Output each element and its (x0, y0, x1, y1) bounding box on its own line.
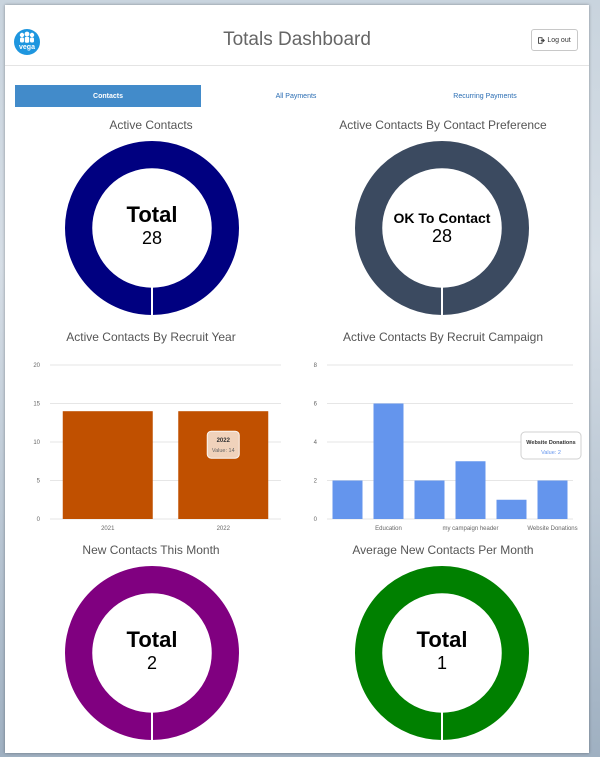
active-contacts-donut (65, 141, 239, 315)
y-tick-label: 20 (33, 363, 40, 369)
logo-text: vega (19, 44, 35, 51)
avg-per-month-label: Total (416, 627, 468, 652)
y-tick-label: 0 (37, 517, 41, 523)
active-contacts-title: Active Contacts (109, 118, 193, 132)
header: vega Totals Dashboard Log out (5, 5, 589, 66)
contact-preference-center: OK To Contact 28 (382, 210, 502, 247)
tooltip-value: Value: 2 (541, 450, 561, 456)
active-contacts-center: Total 28 (92, 202, 212, 249)
people-icon (19, 31, 35, 43)
y-tick-label: 10 (33, 440, 40, 446)
y-tick-label: 2 (314, 479, 318, 485)
recruit-year-chart: 0 5 10 15 20 2021 2022 2022 Value: 14 (33, 363, 281, 532)
new-this-month-title: New Contacts This Month (82, 543, 220, 557)
new-this-month-value: 2 (146, 653, 157, 673)
recruit-campaign-chart: 0 2 4 6 8 Education my campaign header Website … (314, 363, 582, 532)
x-tick-label: Education (375, 526, 402, 532)
avg-per-month-title: Average New Contacts Per Month (352, 543, 534, 557)
y-tick-label: 6 (314, 402, 318, 408)
tooltip-title: 2022 (217, 438, 231, 444)
tooltip-box (520, 431, 582, 460)
new-this-month-label: Total (126, 627, 178, 652)
page-title: Totals Dashboard (223, 29, 371, 50)
x-tick-label: Website Donations (527, 526, 577, 532)
y-tick-label: 15 (33, 402, 40, 408)
avg-per-month-donut (355, 566, 529, 740)
contact-preference-value: 28 (431, 226, 453, 246)
recruit-year-title: Active Contacts By Recruit Year (66, 330, 236, 344)
active-contacts-value: 28 (141, 228, 163, 248)
y-tick-label: 5 (37, 479, 41, 485)
tab-contacts[interactable]: Contacts (15, 85, 201, 107)
logout-icon (538, 36, 546, 44)
active-contacts-label: Total (126, 202, 178, 227)
bar (414, 480, 445, 519)
new-this-month-donut (65, 566, 239, 740)
bar (332, 480, 363, 519)
logout-label: Log out (547, 36, 571, 44)
contact-preference-title: Active Contacts By Contact Preference (339, 118, 547, 132)
x-tick-label: 2021 (101, 526, 115, 532)
contact-preference-donut (355, 141, 529, 315)
new-this-month-center: Total 2 (92, 627, 212, 674)
avg-per-month-value: 1 (436, 653, 447, 673)
tab-all-payments[interactable]: All Payments (275, 92, 317, 100)
tooltip-value: Value: 14 (212, 448, 235, 454)
vega-logo: vega (14, 29, 40, 55)
x-tick-label: 2022 (217, 526, 231, 532)
bar (537, 480, 568, 519)
x-tick-label: my campaign header (442, 526, 498, 532)
dashboard-panel: vega Totals Dashboard Log out Contacts A… (5, 5, 589, 753)
bar (373, 403, 404, 519)
avg-per-month-center: Total 1 (382, 627, 502, 674)
y-tick-label: 8 (314, 363, 318, 369)
bar (62, 411, 153, 519)
tooltip-title: Website Donations (526, 440, 575, 446)
tooltip-box (206, 430, 240, 459)
tab-recurring-payments[interactable]: Recurring Payments (453, 92, 517, 100)
bar (455, 461, 486, 519)
y-tick-label: 0 (314, 517, 318, 523)
y-tick-label: 4 (314, 440, 318, 446)
recruit-campaign-title: Active Contacts By Recruit Campaign (342, 330, 544, 344)
logout-button[interactable]: Log out (531, 29, 578, 51)
contact-preference-label: OK To Contact (393, 210, 491, 226)
bar (178, 411, 269, 519)
bar (496, 499, 527, 519)
